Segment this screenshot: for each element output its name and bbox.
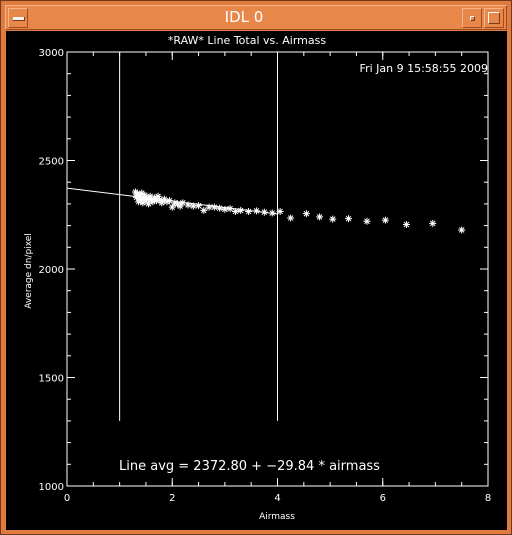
y-tick-label: 2000 [39,265,64,276]
data-point [245,207,253,215]
data-point [216,204,224,212]
maximize-glyph [488,12,500,24]
x-tick-label: 0 [64,493,70,504]
data-point [146,192,154,200]
data-point [150,194,158,202]
y-axis-label: Average dn/pixel [24,233,34,309]
window-title: IDL 0 [224,8,264,26]
data-point [195,202,203,210]
data-point [287,214,295,222]
y-tick-label: 3000 [39,48,64,59]
data-point [237,206,245,214]
data-point [145,200,153,208]
data-point [158,199,166,207]
data-point [329,215,337,223]
data-point [184,201,192,209]
data-point [189,202,197,210]
maximize-icon[interactable] [484,8,504,28]
data-point [154,192,162,200]
data-point [139,199,147,207]
data-point [136,192,144,200]
axes-group: 0 2 4 6 8 1000 1500 2000 2500 3000 [39,48,492,504]
data-point [137,196,145,204]
data-point [140,193,148,201]
airmass-chart: *RAW* Line Total vs. Airmass Fri Jan 9 1… [24,34,492,522]
data-point [176,202,184,210]
title-bar[interactable]: IDL 0 [5,5,507,30]
y-tick-label: 1500 [39,374,64,385]
data-point [458,226,466,234]
data-point [171,199,179,207]
data-point [260,208,268,216]
data-point [168,203,176,211]
data-point [363,217,371,225]
data-point [268,209,276,217]
system-menu-bar [13,17,25,21]
data-point [138,189,146,197]
x-tick-label: 6 [380,493,386,504]
data-point [143,194,151,202]
x-axis-label: Airmass [259,512,295,522]
data-point [302,210,310,218]
x-tick-label: 2 [169,493,175,504]
system-menu-icon[interactable] [8,8,28,28]
data-point [132,193,140,201]
data-point [141,191,149,199]
x-tick-label: 8 [485,493,491,504]
data-point [210,203,218,211]
chart-timestamp: Fri Jan 9 15:58:55 2009 [360,62,488,75]
data-point [402,221,410,229]
data-point [316,213,324,221]
data-point [166,197,174,205]
data-point [205,203,213,211]
x-tick-label: 4 [274,493,280,504]
data-point [276,207,284,215]
data-point [163,198,171,206]
data-points-group [131,188,466,234]
data-point [200,206,208,214]
data-point [221,205,229,213]
data-point [160,195,168,203]
data-point [231,207,239,215]
fit-annotation: Line avg = 2372.80 + −29.84 * airmass [119,459,380,474]
data-point [252,207,260,215]
data-point [142,197,150,205]
y-tick-label: 1000 [39,482,64,493]
minimize-icon[interactable] [462,8,482,28]
data-point [152,197,160,205]
vertical-lines-group [119,52,278,421]
data-point [226,205,234,213]
chart-title: *RAW* Line Total vs. Airmass [168,34,326,47]
data-point [429,219,437,227]
data-point [345,215,353,223]
y-tick-label: 2500 [39,157,64,168]
data-point [149,198,157,206]
data-point [381,216,389,224]
minimize-glyph [470,16,475,21]
plot-area: *RAW* Line Total vs. Airmass Fri Jan 9 1… [6,31,507,530]
data-point [156,196,164,204]
data-point [179,199,187,207]
